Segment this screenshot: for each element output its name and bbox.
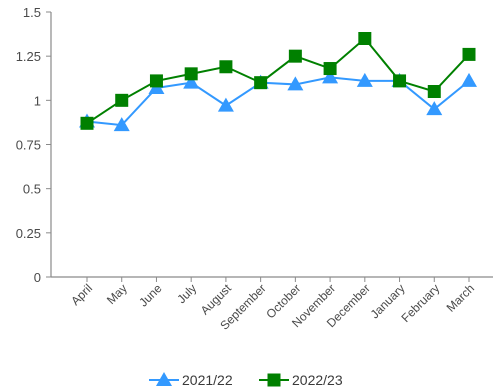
x-tick-label: June (136, 281, 165, 310)
x-tick-label: April (68, 281, 95, 308)
y-tick-label: 0 (34, 270, 41, 285)
legend-label: 2021/22 (182, 372, 233, 388)
data-point (113, 117, 130, 132)
data-point (462, 47, 476, 61)
series-line (86, 37, 470, 125)
data-point (254, 76, 268, 90)
series-1 (80, 32, 476, 130)
data-point (183, 74, 200, 89)
series-layer (79, 32, 477, 132)
data-point (80, 116, 94, 130)
data-point (323, 62, 337, 76)
series-0 (79, 69, 477, 132)
y-tick-label: 1.5 (23, 5, 41, 20)
data-point (322, 69, 339, 84)
x-tick-label: July (174, 281, 199, 306)
legend-label: 2022/23 (292, 372, 343, 388)
data-point (426, 101, 443, 116)
data-point (149, 74, 163, 88)
data-point (427, 85, 441, 98)
data-point (184, 67, 198, 81)
legend-marker (267, 373, 281, 387)
y-tick-label: 0.5 (23, 182, 41, 197)
x-tick-label: March (444, 281, 477, 314)
axes (50, 12, 493, 278)
y-tick-label: 0.25 (16, 226, 41, 241)
legend: 2021/22 2022/23 (149, 372, 343, 388)
x-axis-ticks: April May June JulyAugustSeptemberOctoberNo… (68, 277, 477, 333)
data-point (287, 76, 304, 91)
x-tick-label: February (399, 281, 443, 325)
data-point (356, 72, 373, 87)
data-point (461, 72, 477, 87)
data-point (393, 74, 407, 88)
x-tick-label: May (104, 281, 130, 307)
legend-marker (156, 372, 172, 386)
data-point (217, 97, 234, 112)
data-point (288, 49, 302, 63)
legend-item-0: 2021/22 (149, 372, 233, 388)
y-tick-label: 1 (34, 93, 41, 108)
legend-item-1: 2022/23 (259, 372, 343, 388)
data-point (219, 60, 233, 74)
data-point (115, 93, 129, 107)
y-tick-label: 0.75 (16, 138, 41, 153)
y-axis-ticks: 0 0.25 0.5 0.75 1 1.25 1.5 (16, 5, 51, 285)
data-point (358, 32, 372, 45)
y-tick-label: 1.25 (16, 49, 41, 64)
